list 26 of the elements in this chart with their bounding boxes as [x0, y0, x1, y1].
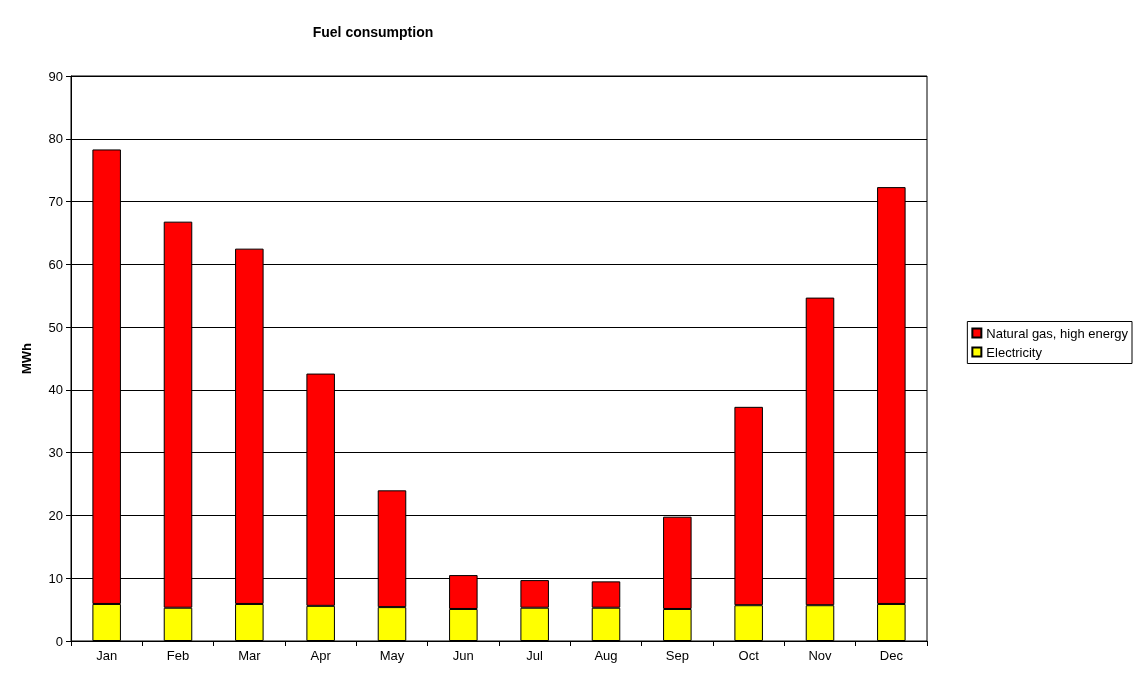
x-tick-label: Oct	[738, 648, 760, 663]
y-tick-label: 70	[48, 194, 63, 210]
y-axis-title: MWh	[19, 342, 34, 375]
y-tick-label: 80	[48, 131, 63, 147]
x-tick-label: Nov	[808, 648, 833, 663]
chart-title: Fuel consumption	[312, 24, 434, 40]
x-tick-label: Feb	[166, 648, 190, 663]
legend-label: Natural gas, high energy	[986, 325, 1129, 341]
y-tick-label: 10	[48, 570, 63, 586]
x-tick-label: Jan	[96, 648, 118, 663]
x-tick-label: May	[379, 648, 405, 663]
x-tick-label: Jun	[452, 648, 474, 663]
y-tick-label: 90	[48, 68, 63, 84]
x-tick-label: Mar	[238, 648, 262, 663]
x-tick-label: Dec	[879, 648, 904, 663]
y-tick-label: 50	[48, 319, 63, 335]
y-tick-label: 30	[48, 445, 63, 461]
legend-label: Electricity	[986, 344, 1043, 360]
x-tick-label: Jul	[526, 648, 544, 663]
x-tick-label: Apr	[310, 648, 332, 663]
y-tick-label: 40	[48, 382, 63, 398]
y-tick-label: 20	[48, 507, 63, 523]
x-tick-label: Sep	[665, 648, 689, 663]
y-tick-label: 60	[48, 256, 63, 272]
x-tick-label: Aug	[594, 648, 618, 663]
y-tick-label: 0	[55, 633, 63, 649]
